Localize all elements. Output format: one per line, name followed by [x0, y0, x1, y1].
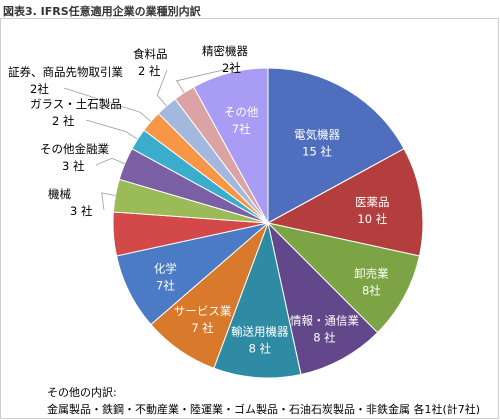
pie-slice-3 [267, 221, 379, 376]
footnote-body: 金属製品・鉄鋼・不動産業・陸運業・ゴム製品・石油石炭製品・非鉄金属 各1社(計7… [47, 403, 481, 416]
leader-line-10 [85, 119, 138, 140]
slice-label-4: 輸送用機器 [231, 324, 289, 338]
slice-value-10: 2 社 [52, 114, 75, 128]
slice-value-0: 15 社 [302, 144, 332, 158]
slice-label-5: サービス業 [174, 304, 232, 318]
pie-slice-0 [267, 67, 405, 224]
figure-title: 図表3. IFRS任意適用企業の業種別内訳 [3, 5, 201, 18]
pie-slice-1 [266, 148, 424, 257]
leader-line-8 [101, 192, 116, 211]
leader-line-9 [95, 157, 125, 166]
pie-slice-4 [213, 221, 302, 379]
slice-label-8: 機械 [48, 187, 71, 201]
slice-value-13: 2社 [222, 61, 241, 75]
slice-value-4: 8 社 [249, 341, 272, 355]
slice-value-1: 10 社 [357, 212, 387, 226]
slice-value-12: 2 社 [138, 64, 161, 78]
slice-label-13: 精密機器 [202, 44, 248, 58]
leader-line-12 [156, 69, 168, 107]
slice-value-8: 3 社 [70, 204, 93, 218]
slice-value-6: 7社 [156, 278, 175, 292]
slice-value-2: 8社 [362, 283, 381, 297]
slice-value-3: 8 社 [313, 330, 336, 344]
slice-label-14: その他 [224, 105, 259, 119]
slice-label-10: ガラス・土石製品 [30, 97, 122, 111]
slice-value-14: 7社 [232, 122, 251, 136]
slice-label-2: 卸売業 [354, 266, 389, 280]
slice-value-9: 3 社 [62, 159, 85, 173]
slice-value-11: 2社 [30, 82, 49, 96]
slice-value-5: 7 社 [191, 321, 214, 335]
slice-label-9: その他金融業 [40, 142, 109, 156]
slice-label-3: 情報・通信業 [290, 313, 359, 327]
slice-label-0: 電気機器 [294, 127, 340, 141]
footnote-title: その他の内訳: [47, 386, 117, 399]
slice-label-1: 医薬品 [355, 195, 390, 209]
leader-line-13 [175, 66, 237, 93]
slice-label-12: 食料品 [133, 47, 168, 61]
slice-label-6: 化学 [154, 261, 177, 275]
leader-line-11 [63, 87, 152, 122]
slice-label-11: 証券、商品先物取引業 [8, 65, 123, 79]
pie-slice-2 [266, 222, 421, 334]
pie-slice-14 [193, 67, 269, 224]
